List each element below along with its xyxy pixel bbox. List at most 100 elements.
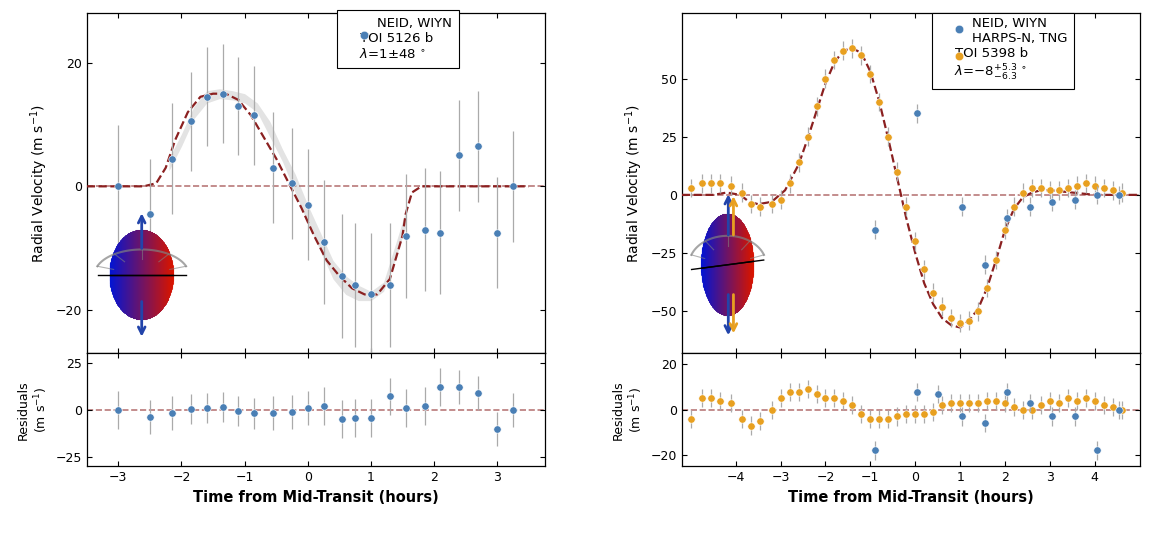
Point xyxy=(865,226,884,234)
Point xyxy=(879,414,898,423)
Point xyxy=(1085,181,1104,190)
Point xyxy=(1023,184,1041,192)
Point xyxy=(1042,198,1061,206)
Point xyxy=(141,210,160,218)
Point xyxy=(450,383,469,391)
Point xyxy=(1104,403,1122,412)
Point xyxy=(897,410,915,419)
Point xyxy=(780,179,798,188)
Point xyxy=(870,414,889,423)
Point xyxy=(1004,403,1023,412)
Point xyxy=(198,93,216,101)
Point xyxy=(889,167,907,176)
Point xyxy=(751,202,769,211)
Point xyxy=(978,396,996,405)
Point xyxy=(889,412,907,421)
Point xyxy=(834,396,853,405)
Point xyxy=(693,179,712,188)
Point xyxy=(245,409,264,418)
Point xyxy=(415,225,434,234)
Y-axis label: Residuals
(m s$^{-1}$): Residuals (m s$^{-1}$) xyxy=(16,380,50,440)
Point xyxy=(968,399,987,407)
Point xyxy=(834,46,853,55)
Point xyxy=(762,405,781,414)
Point xyxy=(229,102,248,110)
Point xyxy=(397,404,415,412)
Point xyxy=(681,184,700,192)
Point xyxy=(906,237,924,245)
Point xyxy=(432,228,450,237)
Point xyxy=(213,403,231,411)
Point xyxy=(843,401,862,410)
Point xyxy=(1032,184,1051,192)
Text: NEID, WIYN
        HARPS-N, TNG
    TOI 5398 b
    $\lambda$=$-$8$^{+5.3}_{-6.3}: NEID, WIYN HARPS-N, TNG TOI 5398 b $\lam… xyxy=(938,17,1068,83)
Point xyxy=(469,389,487,397)
Point xyxy=(488,228,507,237)
Point xyxy=(1014,188,1032,197)
Point xyxy=(879,132,898,141)
Point xyxy=(315,401,333,410)
Point xyxy=(870,98,889,106)
Point xyxy=(1066,412,1084,421)
Point xyxy=(742,200,760,209)
Point xyxy=(1032,401,1051,410)
Y-axis label: Radial Velocity (m s$^{-1}$): Radial Velocity (m s$^{-1}$) xyxy=(29,103,50,263)
Point xyxy=(1020,202,1039,211)
Point xyxy=(381,281,399,289)
Point xyxy=(1111,191,1129,199)
Point xyxy=(1049,399,1068,407)
Point xyxy=(362,414,381,422)
Point xyxy=(942,399,960,407)
Point xyxy=(897,202,915,211)
Point xyxy=(751,417,769,426)
Point xyxy=(789,158,808,167)
Point xyxy=(213,90,231,98)
Point xyxy=(1095,184,1113,192)
Point xyxy=(908,109,927,118)
Point xyxy=(742,421,760,430)
Point xyxy=(843,44,862,53)
Point xyxy=(503,182,522,191)
Point xyxy=(1068,181,1086,190)
Point xyxy=(924,408,943,416)
Point xyxy=(109,182,127,191)
Point xyxy=(1088,446,1106,455)
Point xyxy=(734,414,752,423)
Point xyxy=(346,281,364,289)
Point xyxy=(798,132,817,141)
Point xyxy=(381,392,399,401)
Point xyxy=(333,415,352,423)
Point xyxy=(710,179,729,188)
Point xyxy=(264,409,282,418)
Point xyxy=(915,410,934,419)
Point xyxy=(1040,186,1059,195)
Point xyxy=(1111,405,1129,414)
Point xyxy=(693,394,712,403)
Point xyxy=(264,163,282,172)
Point xyxy=(1085,396,1104,405)
Point xyxy=(469,142,487,151)
Point xyxy=(450,151,469,160)
Point xyxy=(198,404,216,412)
Point xyxy=(808,102,826,111)
Point xyxy=(978,284,996,292)
Point xyxy=(853,51,871,59)
Y-axis label: Residuals
(m s$^{-1}$): Residuals (m s$^{-1}$) xyxy=(612,380,646,440)
Point xyxy=(933,401,951,410)
X-axis label: Time from Mid-Transit (hours): Time from Mid-Transit (hours) xyxy=(193,490,439,505)
Point xyxy=(1049,186,1068,195)
Point xyxy=(1040,396,1059,405)
Point xyxy=(141,413,160,421)
Point xyxy=(163,154,182,163)
Point xyxy=(503,405,522,414)
Y-axis label: Radial Velocity (m s$^{-1}$): Radial Velocity (m s$^{-1}$) xyxy=(624,103,644,263)
Point xyxy=(702,394,721,403)
Point xyxy=(722,181,740,190)
Point xyxy=(315,237,333,246)
Point xyxy=(865,446,884,455)
Point xyxy=(1112,188,1130,197)
Point xyxy=(245,111,264,120)
Point xyxy=(906,410,924,419)
Point xyxy=(968,307,987,316)
Point xyxy=(488,425,507,433)
